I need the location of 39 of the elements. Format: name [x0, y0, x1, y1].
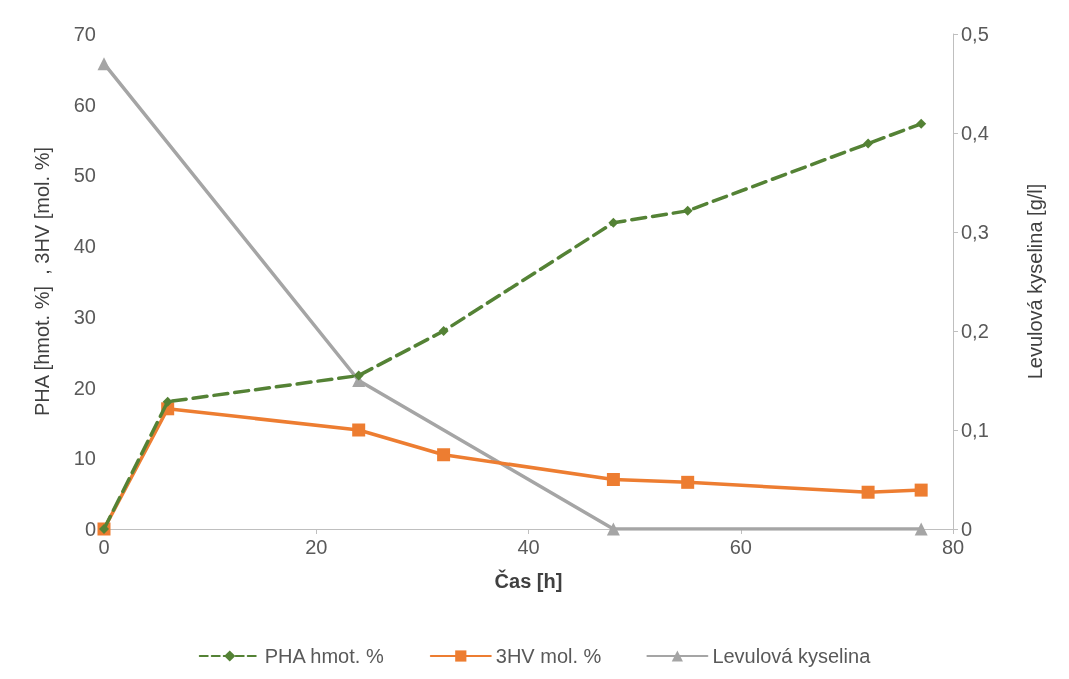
y-tick-label: 0 [84, 518, 96, 540]
y2-tick-label: 0,1 [961, 419, 989, 441]
point [608, 217, 619, 228]
x-tick-label: 60 [729, 536, 752, 558]
point [438, 326, 449, 336]
y-tick-label: 10 [73, 447, 96, 470]
y-tick-label: 20 [73, 376, 96, 399]
y-axis-title: PHA [hmot. %] , 3HV [mol. %] [31, 147, 53, 416]
x-tick-label: 0 [98, 536, 110, 558]
point [914, 483, 928, 497]
x-tick-label: 40 [517, 536, 540, 558]
y-tick-label: 30 [73, 305, 96, 328]
y2-tick-label: 0,5 [961, 23, 989, 45]
y-tick-label: 70 [73, 23, 96, 45]
point [606, 473, 620, 486]
x-axis-title: Čas [h] [494, 569, 563, 592]
point [682, 205, 693, 216]
point [437, 448, 451, 462]
point [863, 138, 874, 149]
point [606, 522, 620, 536]
point [681, 475, 695, 489]
legend-label: 3HV mol. % [495, 645, 602, 667]
y-tick-label: 40 [73, 235, 96, 258]
point [352, 423, 366, 437]
y2-tick-label: 0,2 [961, 320, 989, 342]
legend-label: Levulová kyselina [712, 645, 872, 667]
y2-tick-label: 0,3 [961, 221, 989, 243]
point [162, 396, 173, 407]
y-tick-label: 50 [73, 164, 96, 187]
y2-axis-title: Levulová kyselina [g/l] [1024, 183, 1046, 380]
point [861, 485, 875, 499]
x-tick-label: 20 [305, 536, 328, 558]
point [916, 118, 927, 129]
point [353, 370, 364, 381]
legend-label: PHA hmot. % [264, 645, 384, 667]
y2-tick-label: 0,4 [961, 122, 989, 144]
point [97, 57, 111, 71]
y-tick-label: 60 [73, 93, 96, 116]
point [914, 522, 928, 536]
